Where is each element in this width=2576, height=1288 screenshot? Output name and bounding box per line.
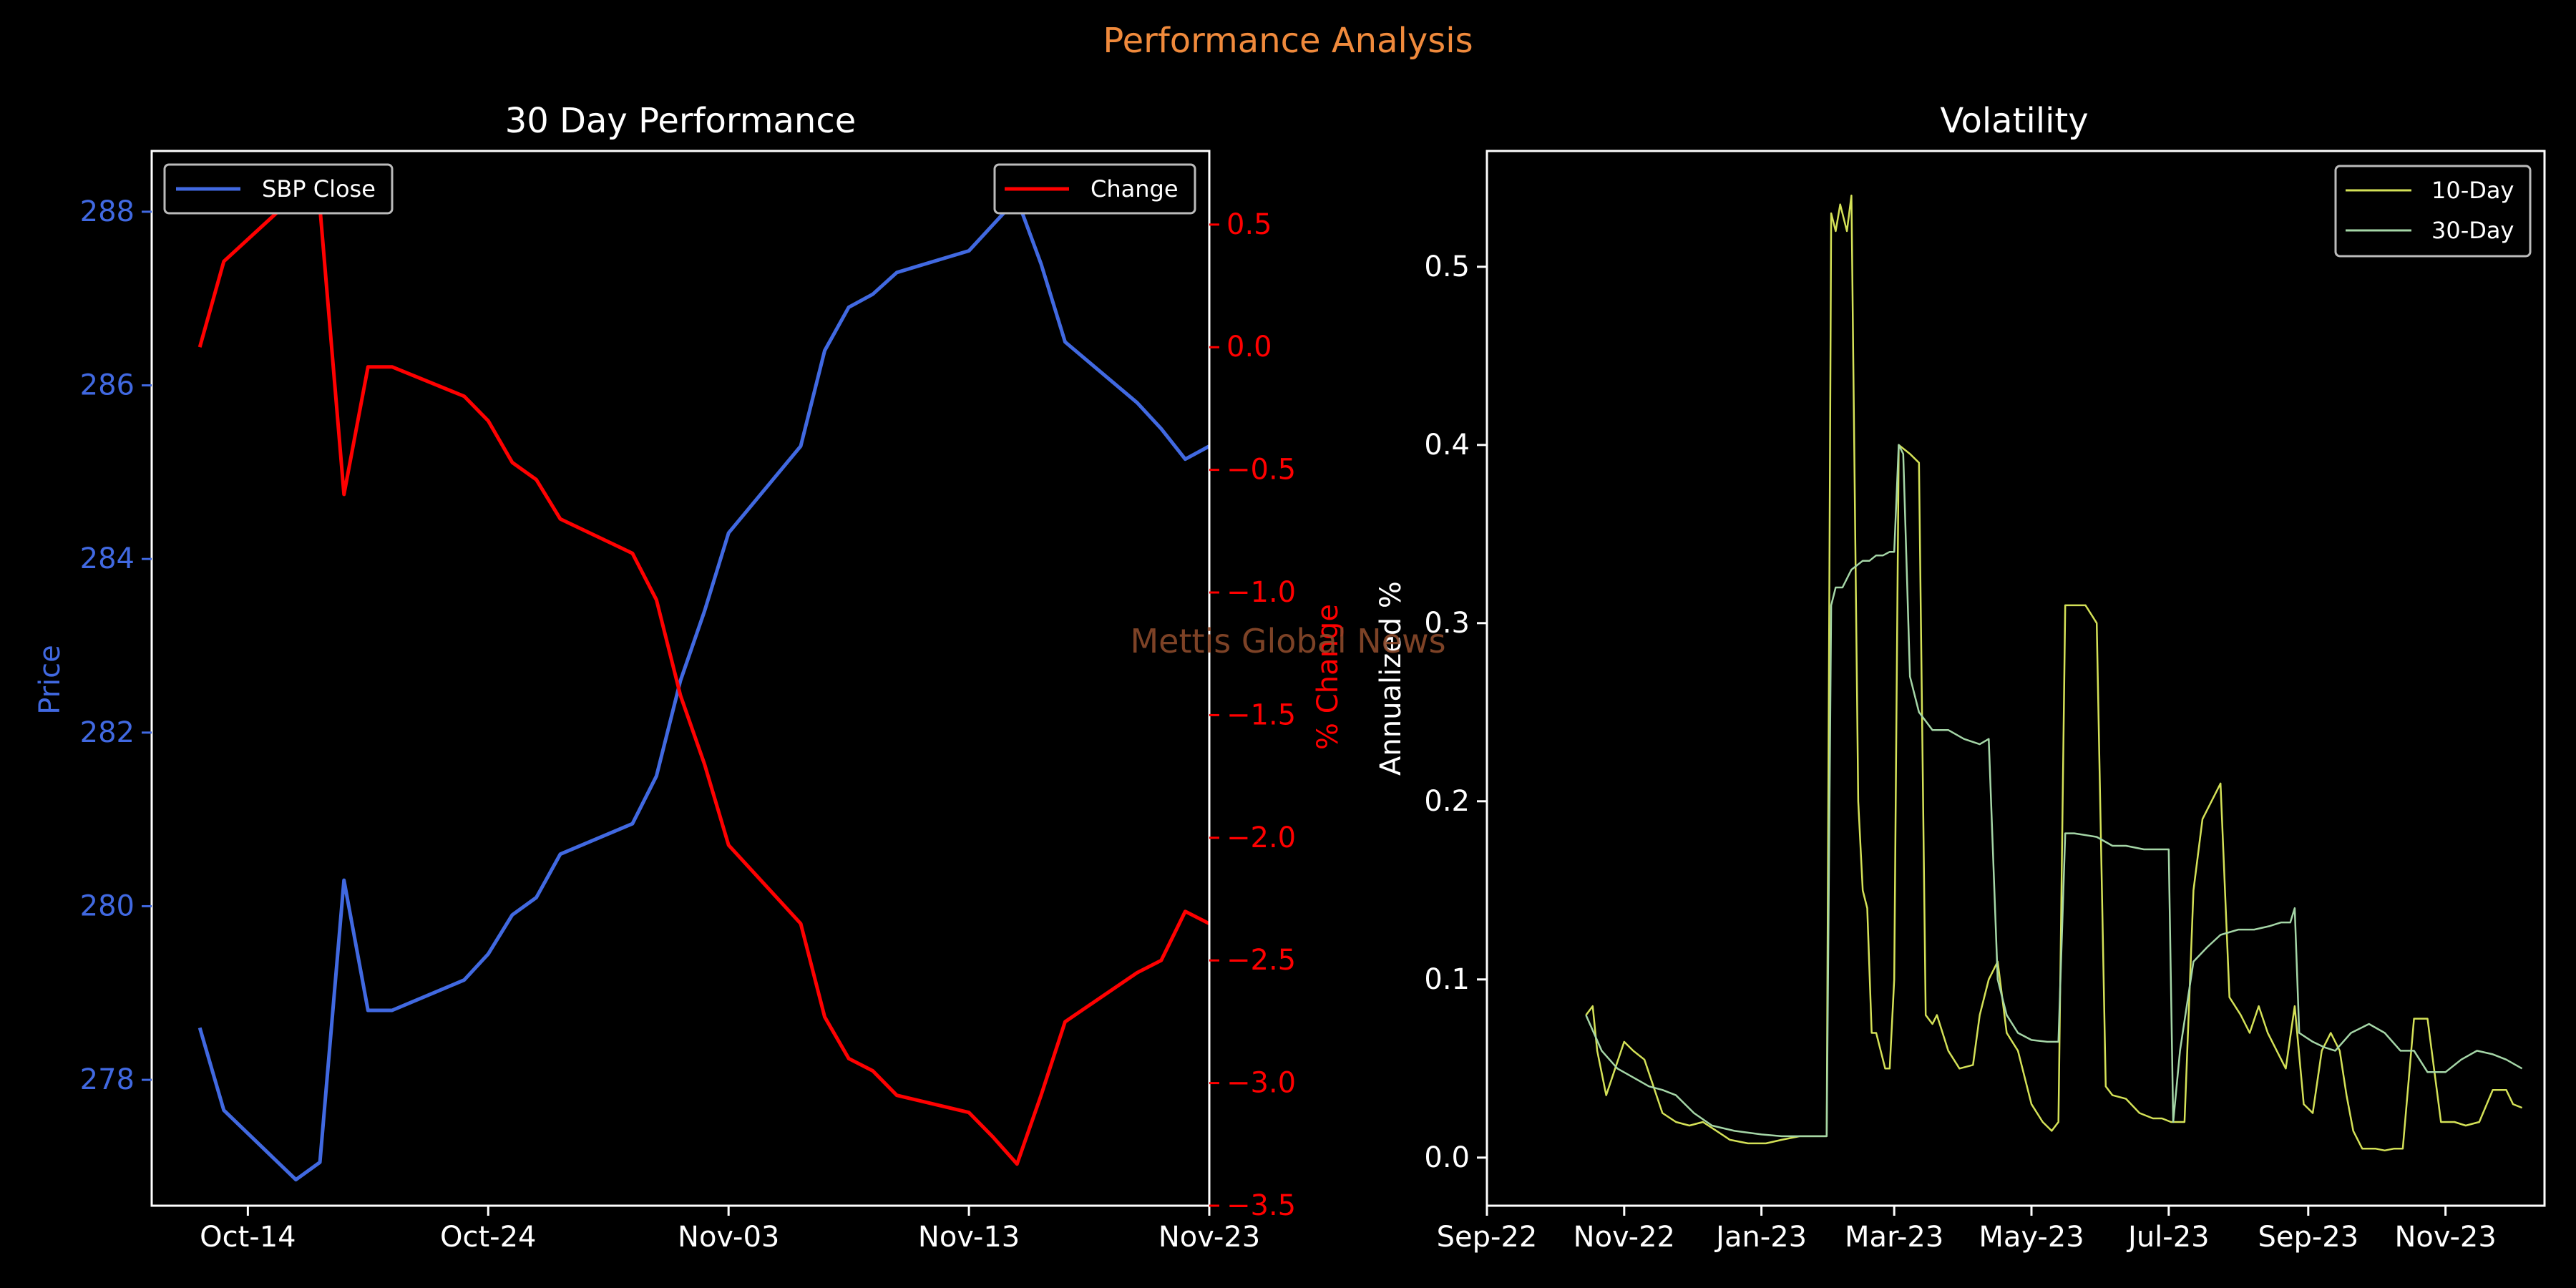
- performance-plot-area: [197, 193, 1211, 1182]
- change-y-tick-label: −2.0: [1226, 821, 1296, 854]
- change-axis-label: % Change: [1312, 604, 1345, 750]
- volatility-x-tick-label: Jul-23: [2126, 1221, 2210, 1254]
- change-y-tick-label: 0.0: [1226, 331, 1272, 364]
- volatility-y-axis: 0.0 0.1 0.2 0.3 0.4 0.5: [1424, 250, 1487, 1174]
- volatility-y-tick-label: 0.1: [1424, 963, 1470, 996]
- volatility-x-tick-label: May-23: [1979, 1221, 2084, 1254]
- volatility-x-tick-label: Sep-22: [1437, 1221, 1538, 1254]
- sbp-close-line: [197, 197, 1211, 1182]
- performance-chart: 30 Day Performance Oct-14 Oct-24 Nov-03 Nov…: [34, 101, 1345, 1254]
- performance-x-tick-label: Nov-13: [918, 1221, 1020, 1254]
- performance-axes-frame: [150, 150, 1211, 1207]
- performance-x-tick-label: Nov-03: [678, 1221, 779, 1254]
- volatility-chart: Volatility Sep-22 Nov-22 Jan-23 Mar-23 May-2…: [1375, 101, 2546, 1254]
- volatility-axis-label: Annualized %: [1375, 581, 1407, 776]
- volatility-x-tick-label: Mar-23: [1845, 1221, 1943, 1254]
- volatility-y-tick-label: 0.2: [1424, 785, 1470, 818]
- performance-chart-title: 30 Day Performance: [505, 101, 857, 141]
- volatility-legend: 10-Day 30-Day: [2334, 165, 2532, 258]
- volatility-x-tick-label: Sep-23: [2258, 1221, 2358, 1254]
- performance-x-tick-label: Nov-23: [1158, 1221, 1260, 1254]
- performance-x-tick-label: Oct-14: [200, 1221, 296, 1254]
- vol10-line: [1585, 194, 2523, 1152]
- price-y-tick-label: 280: [80, 889, 135, 922]
- watermark: Mettis Global News: [1130, 622, 1445, 660]
- vol30-line: [1585, 444, 2523, 1138]
- change-y-axis: 0.5 0.0 −0.5 −1.0 −1.5 −2.0 −2.5 −3.0 −3.5: [1209, 208, 1296, 1222]
- change-y-tick-label: −0.5: [1226, 454, 1296, 487]
- volatility-plot-area: [1585, 194, 2523, 1152]
- price-y-tick-label: 284: [80, 542, 135, 575]
- figure-suptitle: Performance Analysis: [1103, 21, 1473, 61]
- volatility-y-tick-label: 0.4: [1424, 429, 1470, 462]
- change-legend-box: [993, 163, 1196, 215]
- volatility-y-tick-label: 0.0: [1424, 1141, 1470, 1174]
- price-y-tick-label: 278: [80, 1063, 135, 1096]
- vol30-legend-label: 30-Day: [2431, 217, 2514, 244]
- change-line: [197, 193, 1211, 1166]
- vol10-legend-label: 10-Day: [2431, 177, 2514, 204]
- change-y-tick-label: −1.5: [1226, 698, 1296, 731]
- change-legend-label: Change: [1091, 175, 1179, 203]
- volatility-x-tick-label: Nov-23: [2394, 1221, 2496, 1254]
- price-y-tick-label: 282: [80, 716, 135, 749]
- price-y-tick-label: 286: [80, 369, 135, 402]
- price-y-axis: 278 280 282 284 286 288: [80, 195, 152, 1096]
- change-y-tick-label: −1.0: [1226, 576, 1296, 609]
- change-y-tick-label: −3.0: [1226, 1067, 1296, 1100]
- price-legend: SBP Close: [163, 163, 394, 215]
- change-y-tick-label: −3.5: [1226, 1189, 1296, 1222]
- volatility-axes-frame: [1485, 150, 2546, 1207]
- volatility-x-tick-label: Nov-22: [1574, 1221, 1675, 1254]
- volatility-chart-title: Volatility: [1940, 101, 2088, 141]
- change-y-tick-label: −2.5: [1226, 944, 1296, 977]
- change-y-tick-label: 0.5: [1226, 208, 1272, 241]
- volatility-x-axis: Sep-22 Nov-22 Jan-23 Mar-23 May-23 Jul-23 Sep-…: [1437, 1206, 2497, 1254]
- volatility-y-tick-label: 0.3: [1424, 607, 1470, 640]
- price-legend-label: SBP Close: [262, 175, 376, 203]
- performance-x-axis: Oct-14 Oct-24 Nov-03 Nov-13 Nov-23: [200, 1206, 1260, 1254]
- volatility-y-tick-label: 0.5: [1424, 250, 1470, 283]
- price-y-tick-label: 288: [80, 195, 135, 228]
- change-legend: Change: [993, 163, 1196, 215]
- volatility-legend-box: [2334, 165, 2532, 258]
- performance-x-tick-label: Oct-24: [440, 1221, 537, 1254]
- price-legend-box: [163, 163, 394, 215]
- price-axis-label: Price: [34, 645, 67, 715]
- volatility-x-tick-label: Jan-23: [1714, 1221, 1807, 1254]
